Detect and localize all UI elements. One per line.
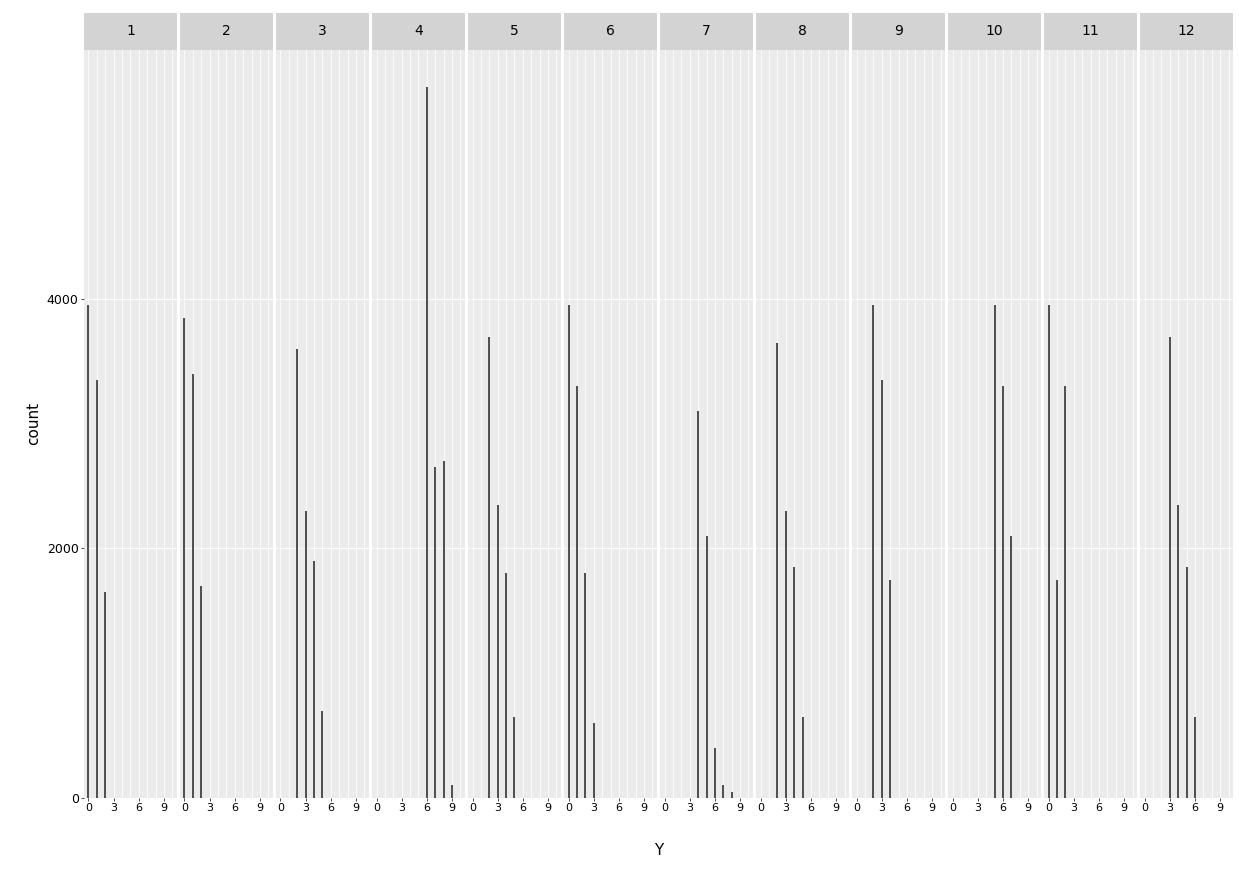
Text: Y: Y (654, 842, 663, 858)
Text: 8: 8 (798, 24, 807, 38)
Text: 12: 12 (1178, 24, 1196, 38)
Text: 11: 11 (1082, 24, 1099, 38)
Text: 7: 7 (703, 24, 711, 38)
Text: 6: 6 (606, 24, 615, 38)
Text: 5: 5 (510, 24, 519, 38)
Text: 4: 4 (414, 24, 422, 38)
Text: 2: 2 (222, 24, 230, 38)
Text: 10: 10 (986, 24, 1004, 38)
Text: 1: 1 (126, 24, 135, 38)
Y-axis label: count: count (26, 402, 41, 446)
Text: 3: 3 (318, 24, 327, 38)
Text: 9: 9 (895, 24, 903, 38)
